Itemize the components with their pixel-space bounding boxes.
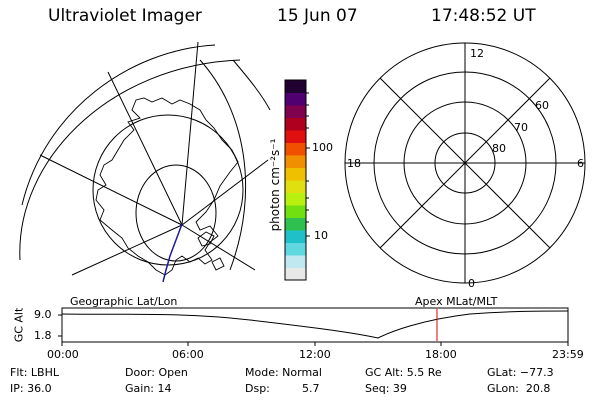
altitude-timeline — [58, 307, 569, 346]
glat-info: GLat: −77.3 — [487, 366, 554, 379]
colorbar-cell — [285, 117, 306, 131]
colorbar-cell — [285, 155, 306, 168]
satellite-footprint-track — [162, 223, 183, 283]
map-meridian — [181, 41, 199, 226]
colorbar-cell — [285, 255, 306, 268]
mlat-label-70: 70 — [514, 121, 528, 134]
altitude-curve — [61, 310, 569, 339]
colorbar-tick-100: 100 — [312, 141, 333, 154]
timeline-x-tick-1800: 18:00 — [425, 348, 457, 361]
mode-info: Mode: Normal — [245, 366, 322, 379]
map-meridian — [181, 224, 256, 271]
colorbar-cell — [285, 192, 306, 206]
timeline-y-axis-label: GC Alt — [12, 307, 26, 343]
color-bar — [284, 79, 310, 281]
colorbar-cell — [285, 217, 306, 231]
mlat-label-80: 80 — [492, 142, 506, 155]
map-island — [197, 231, 215, 247]
mlt-label-0: 0 — [468, 277, 475, 290]
colorbar-cell — [285, 80, 306, 93]
colorbar-cell — [285, 92, 306, 106]
gain-info: Gain: 14 — [125, 382, 172, 395]
colorbar-cell — [285, 142, 306, 156]
timeline-x-tick-0600: 06:00 — [172, 348, 204, 361]
mlt-label-6: 6 — [577, 157, 584, 170]
door-info: Door: Open — [125, 366, 188, 379]
mlt-label-18: 18 — [347, 157, 361, 170]
colorbar-cell — [285, 205, 306, 218]
map-meridian — [107, 71, 183, 226]
geographic-map — [19, 41, 271, 283]
timeline-x-tick-0000: 00:00 — [47, 348, 79, 361]
colorbar-cell — [285, 180, 306, 193]
polar-diagonal — [379, 77, 551, 249]
apex-caption: Apex MLat/MLT — [415, 295, 498, 308]
map-outer-arc-right — [199, 59, 247, 271]
date-label: 15 Jun 07 — [277, 6, 358, 26]
colorbar-cell — [285, 105, 306, 118]
dsp-label: Dsp: — [245, 382, 270, 395]
filter-info: Flt: LBHL — [10, 366, 59, 379]
map-meridian — [71, 224, 183, 276]
timeline-x-tick-2359: 23:59 — [552, 348, 584, 361]
dsp-value: 5.7 — [302, 382, 320, 395]
ip-info: IP: 36.0 — [10, 382, 52, 395]
seq-info: Seq: 39 — [365, 382, 407, 395]
map-latitude-circle-2 — [19, 59, 241, 261]
timeline-y-tick-1-8: 1.8 — [34, 329, 52, 342]
colorbar-cell — [285, 130, 306, 143]
colorbar-cell — [285, 167, 306, 181]
mlt-label-12: 12 — [470, 47, 484, 60]
map-meridian — [39, 154, 183, 226]
gc-alt-info: GC Alt: 5.5 Re — [365, 366, 442, 379]
colorbar-cell — [285, 230, 306, 243]
map-latitude-circle-outer — [21, 44, 216, 206]
colorbar-tick-10: 10 — [314, 229, 328, 242]
time-label: 17:48:52 UT — [431, 6, 536, 26]
colorbar-cell — [285, 267, 306, 281]
geographic-caption: Geographic Lat/Lon — [70, 295, 178, 308]
mlat-label-60: 60 — [535, 99, 549, 112]
map-outer-arc-right-2 — [232, 59, 271, 111]
map-island — [211, 257, 225, 271]
map-meridian — [181, 159, 269, 226]
colorbar-cell — [285, 242, 306, 256]
antarctica-coastline — [95, 97, 239, 276]
glon-info: GLon: 20.8 — [487, 382, 551, 395]
colorbar-unit-label: photon cm⁻²s⁻¹ — [268, 138, 282, 232]
polar-plot — [344, 42, 586, 284]
timeline-y-tick-9: 9.0 — [34, 308, 52, 321]
timeline-x-tick-1200: 12:00 — [299, 348, 331, 361]
instrument-title: Ultraviolet Imager — [48, 6, 202, 26]
